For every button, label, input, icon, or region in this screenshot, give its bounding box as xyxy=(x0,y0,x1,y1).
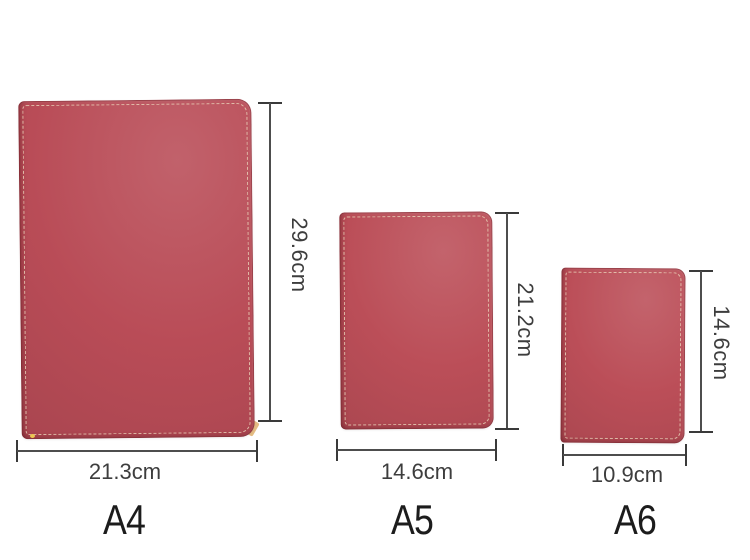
height-dimension-line xyxy=(258,102,282,422)
height-dimension-line xyxy=(495,212,519,430)
height-dimension-label: 21.2cm xyxy=(513,282,538,358)
dimension-tick xyxy=(495,439,497,461)
stitch-border xyxy=(22,102,251,436)
dimension-tick xyxy=(258,420,282,422)
stitch-border xyxy=(343,215,490,426)
width-dimension-line xyxy=(562,444,687,466)
height-dimension-line xyxy=(689,270,713,433)
dimension-line xyxy=(700,271,702,432)
stitch-border xyxy=(564,271,682,440)
width-dimension-line xyxy=(16,440,258,462)
dimension-line xyxy=(269,103,271,421)
size-name-label: A6 xyxy=(614,496,657,543)
dimension-tick xyxy=(685,444,687,466)
width-dimension-line xyxy=(336,439,497,461)
dimension-line xyxy=(506,213,508,429)
height-dimension-label: 29.6cm xyxy=(287,217,312,293)
elastic-anchor-dot xyxy=(30,434,35,438)
width-dimension-label: 14.6cm xyxy=(380,459,454,484)
size-name-label: A4 xyxy=(103,496,146,543)
dimension-line xyxy=(337,449,496,451)
height-dimension-label: 14.6cm xyxy=(709,305,734,381)
notebook-a4-cover xyxy=(18,98,255,440)
width-dimension-label: 10.9cm xyxy=(590,462,664,487)
size-name-label: A5 xyxy=(391,496,434,543)
notebook-a5-cover xyxy=(339,211,494,430)
notebook-a6-cover xyxy=(560,267,686,444)
dimension-line xyxy=(563,454,686,456)
width-dimension-label: 21.3cm xyxy=(88,459,162,484)
dimension-line xyxy=(17,450,257,452)
dimension-tick xyxy=(495,428,519,430)
dimension-tick xyxy=(689,431,713,433)
dimension-tick xyxy=(256,440,258,462)
